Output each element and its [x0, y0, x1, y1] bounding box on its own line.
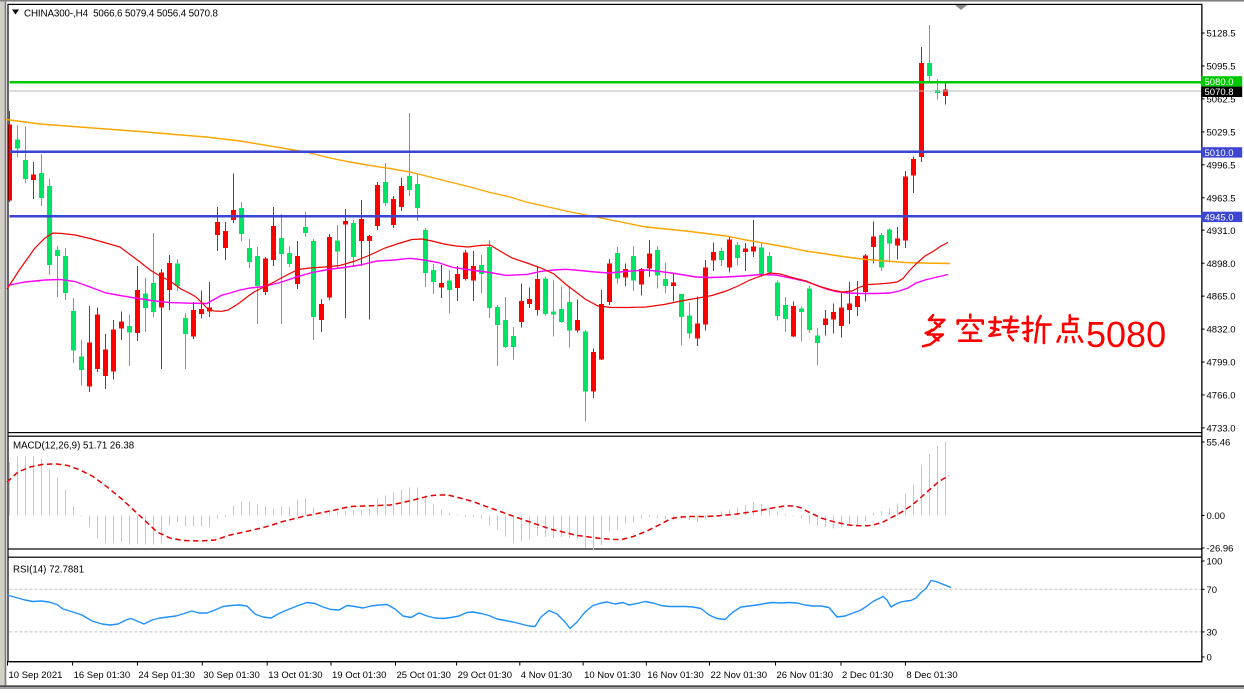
svg-text:24 Sep 01:30: 24 Sep 01:30 [138, 670, 195, 681]
svg-text:4996.5: 4996.5 [1207, 160, 1236, 171]
svg-text:10 Sep 2021: 10 Sep 2021 [9, 670, 63, 681]
svg-text:26 Nov 01:30: 26 Nov 01:30 [777, 670, 834, 681]
svg-text:5080.0: 5080.0 [1205, 77, 1234, 88]
svg-text:5080: 5080 [1086, 314, 1166, 355]
svg-text:5095.5: 5095.5 [1207, 62, 1236, 73]
svg-text:13 Oct 01:30: 13 Oct 01:30 [268, 670, 322, 681]
svg-text:4898.0: 4898.0 [1207, 259, 1236, 270]
svg-text:25 Oct 01:30: 25 Oct 01:30 [397, 670, 451, 681]
svg-text:5029.5: 5029.5 [1207, 128, 1236, 139]
svg-text:30: 30 [1207, 628, 1218, 639]
svg-text:4 Nov 01:30: 4 Nov 01:30 [521, 670, 572, 681]
svg-text:4963.5: 4963.5 [1207, 193, 1236, 204]
svg-text:16 Nov 01:30: 16 Nov 01:30 [647, 670, 704, 681]
svg-text:RSI(14) 72.7881: RSI(14) 72.7881 [13, 565, 84, 576]
svg-text:100: 100 [1207, 557, 1223, 568]
svg-text:4832.0: 4832.0 [1207, 325, 1236, 336]
svg-text:4865.0: 4865.0 [1207, 292, 1236, 303]
svg-text:30 Sep 01:30: 30 Sep 01:30 [203, 670, 260, 681]
svg-text:0.00: 0.00 [1207, 511, 1226, 522]
svg-text:70: 70 [1207, 585, 1218, 596]
svg-text:22 Nov 01:30: 22 Nov 01:30 [711, 670, 768, 681]
svg-text:4931.0: 4931.0 [1207, 226, 1236, 237]
svg-text:55.46: 55.46 [1207, 438, 1231, 449]
svg-text:0: 0 [1207, 653, 1212, 664]
svg-text:CHINA300-,H4 5066.6 5079.4 50: CHINA300-,H4 5066.6 5079.4 5056.4 5070.8 [24, 9, 219, 20]
svg-text:10 Nov 01:30: 10 Nov 01:30 [584, 670, 641, 681]
svg-text:4766.0: 4766.0 [1207, 391, 1236, 402]
svg-text:5128.5: 5128.5 [1207, 29, 1236, 40]
svg-text:-26.96: -26.96 [1207, 544, 1234, 555]
svg-text:19 Oct 01:30: 19 Oct 01:30 [332, 670, 386, 681]
svg-text:MACD(12,26,9) 51.71 26.38: MACD(12,26,9) 51.71 26.38 [13, 441, 134, 452]
svg-text:16 Sep 01:30: 16 Sep 01:30 [74, 670, 131, 681]
svg-text:2 Dec 01:30: 2 Dec 01:30 [842, 670, 893, 681]
svg-text:4945.0: 4945.0 [1205, 212, 1234, 223]
svg-text:4733.0: 4733.0 [1207, 424, 1236, 435]
svg-text:4799.0: 4799.0 [1207, 358, 1236, 369]
svg-text:5070.8: 5070.8 [1205, 87, 1234, 98]
svg-text:5062.5: 5062.5 [1207, 95, 1236, 106]
svg-text:8 Dec 01:30: 8 Dec 01:30 [906, 670, 957, 681]
svg-text:29 Oct 01:30: 29 Oct 01:30 [458, 670, 512, 681]
svg-text:5010.0: 5010.0 [1205, 148, 1234, 159]
